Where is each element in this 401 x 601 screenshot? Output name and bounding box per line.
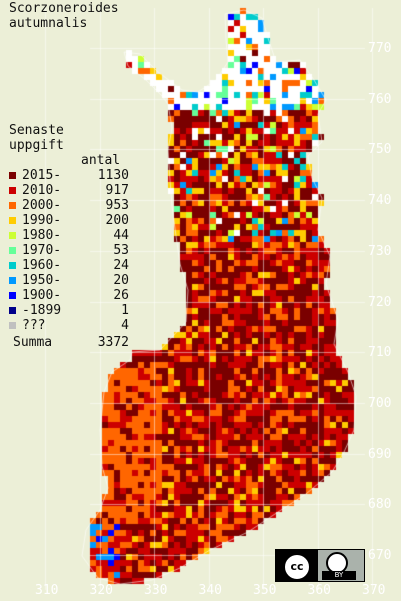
y-axis-label: 770	[368, 41, 392, 56]
legend-total-label: Summa	[13, 335, 53, 350]
x-axis-label: 350	[253, 583, 277, 598]
y-axis-label: 710	[368, 345, 392, 361]
legend-row: 1960- 24	[9, 258, 129, 273]
legend-swatch	[9, 277, 16, 284]
legend-swatch	[9, 307, 16, 314]
legend-swatch	[9, 232, 16, 239]
y-axis-label: 740	[368, 193, 392, 209]
x-axis-label: 340	[198, 583, 222, 598]
legend-count: 953	[105, 198, 129, 213]
x-axis-label: 320	[89, 583, 113, 598]
legend-label: 1950-	[22, 273, 62, 288]
legend-heading-2: uppgift	[9, 138, 64, 153]
legend-row: 2010- 917	[9, 183, 129, 198]
legend-count: 20	[113, 273, 129, 288]
cc-by-license-badge[interactable]: cc BY	[275, 549, 365, 582]
legend-count: 917	[105, 183, 129, 198]
legend-count: 53	[113, 243, 129, 258]
legend-swatch	[9, 217, 16, 224]
y-axis-label: 730	[368, 243, 392, 259]
legend-row: 2015- 1130	[9, 168, 129, 183]
legend-label: 1900-	[22, 288, 62, 303]
y-axis-label: 700	[368, 395, 392, 411]
legend-label: 1960-	[22, 258, 62, 273]
legend-count-header: antal	[81, 153, 121, 168]
legend-count: 4	[121, 318, 129, 333]
legend-row: 1900- 26	[9, 288, 129, 303]
legend-count: 24	[113, 258, 129, 273]
legend-label: 1970-	[22, 243, 62, 258]
y-axis-label: 690	[368, 446, 392, 462]
legend-count: 1	[121, 303, 129, 318]
legend-swatch	[9, 247, 16, 254]
legend-label: 1990-	[22, 213, 62, 228]
y-axis-label: 720	[368, 294, 392, 310]
y-axis-label: 680	[368, 497, 392, 513]
x-axis-label: 370	[362, 583, 386, 598]
legend-row: 1990- 200	[9, 213, 129, 228]
legend-count: 44	[113, 228, 129, 243]
cc-icon: cc	[283, 553, 311, 581]
x-axis-label: 360	[307, 583, 331, 598]
legend-total-value: 3372	[97, 335, 129, 350]
legend-label: 2010-	[22, 183, 62, 198]
by-label: BY	[322, 571, 356, 580]
legend-swatch	[9, 262, 16, 269]
legend-label: 2000-	[22, 198, 62, 213]
title-line-2: autumnalis	[9, 16, 88, 31]
legend-row: 1950- 20	[9, 273, 129, 288]
legend-row: 1970- 53	[9, 243, 129, 258]
cc-badge-left: cc	[276, 550, 318, 581]
legend-count: 1130	[97, 168, 129, 183]
legend-total-row: Summa 3372	[9, 335, 129, 350]
legend-swatch	[9, 172, 16, 179]
legend-count: 26	[113, 288, 129, 303]
species-title: Scorzoneroides autumnalis	[9, 1, 119, 31]
y-axis-label: 760	[368, 91, 392, 107]
title-line-1: Scorzoneroides	[9, 1, 119, 16]
legend-label: ???	[22, 318, 46, 333]
legend-row: 2000- 953	[9, 198, 129, 213]
legend-swatch	[9, 187, 16, 194]
y-axis-label: 670	[368, 548, 392, 563]
legend-swatch	[9, 292, 16, 299]
legend-label: 2015-	[22, 168, 62, 183]
legend-row: 1980- 44	[9, 228, 129, 243]
legend-count: 200	[105, 213, 129, 228]
legend-swatch	[9, 202, 16, 209]
legend-row: -1899 1	[9, 303, 129, 318]
x-axis-label: 330	[144, 583, 168, 598]
legend-row: ??? 4	[9, 318, 129, 333]
legend-swatch	[9, 322, 16, 329]
x-axis-label: 310	[35, 583, 59, 598]
y-axis-label: 750	[368, 142, 392, 158]
legend-heading-1: Senaste	[9, 123, 64, 138]
legend-label: -1899	[22, 303, 62, 318]
legend-label: 1980-	[22, 228, 62, 243]
